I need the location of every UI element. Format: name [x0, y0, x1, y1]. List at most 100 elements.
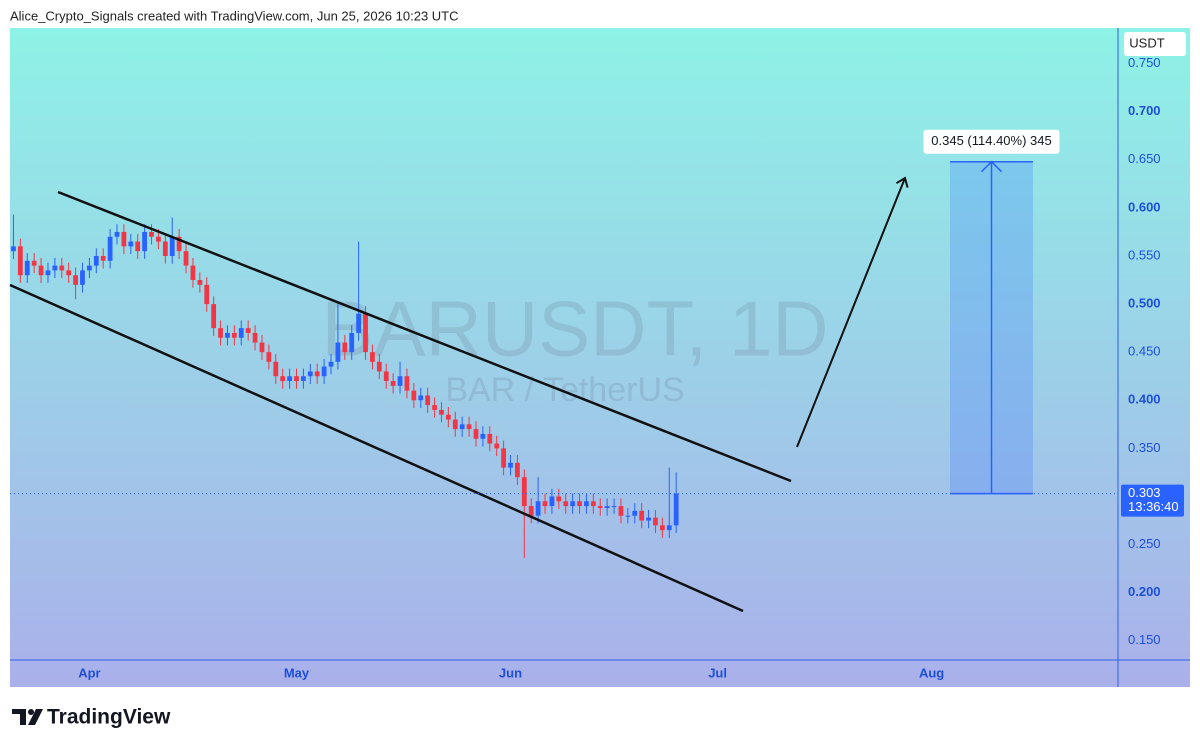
- candle-body: [114, 231, 120, 237]
- candle-body: [294, 376, 299, 382]
- candle-body: [80, 270, 85, 285]
- projection-arrow: [796, 176, 909, 448]
- y-tick-label: 0.400: [1128, 392, 1161, 407]
- candle-body: [570, 501, 576, 507]
- candle-body: [183, 251, 189, 266]
- candle-body: [439, 409, 444, 415]
- last-price-box: [1121, 484, 1184, 517]
- candle-body: [584, 501, 589, 507]
- candle-body: [252, 332, 258, 343]
- channel-lower-line: [9, 283, 744, 613]
- candle-body: [390, 381, 396, 386]
- y-tick-label: 0.550: [1128, 247, 1161, 262]
- y-tick-label: 0.350: [1128, 440, 1161, 455]
- candle-body: [287, 376, 292, 382]
- candle-body: [100, 255, 106, 261]
- candle-body: [190, 265, 196, 281]
- candle-body: [314, 371, 320, 377]
- attribution: Alice_Crypto_Signals created with Tradin…: [10, 8, 459, 23]
- candle-body: [363, 313, 368, 353]
- candle-body: [508, 462, 513, 468]
- plot: [11, 214, 679, 559]
- x-tick-label: Jul: [708, 665, 727, 680]
- candle-body: [107, 236, 113, 261]
- candle-body: [632, 510, 638, 516]
- candle-body: [121, 231, 127, 247]
- currency-label: USDT: [1129, 35, 1164, 50]
- candle-body: [259, 342, 265, 353]
- candle-body: [38, 265, 44, 276]
- candle-body: [625, 515, 631, 517]
- candle-body: [24, 260, 30, 276]
- candle-body: [280, 376, 286, 382]
- candle-body: [176, 236, 182, 252]
- candle-body: [328, 361, 334, 367]
- candle-body: [321, 366, 327, 377]
- candle-body: [11, 246, 16, 252]
- y-tick-label: 0.750: [1128, 55, 1161, 70]
- candle-body: [93, 255, 99, 266]
- candle-body: [245, 328, 251, 333]
- candle-body: [404, 376, 410, 391]
- x-tick-label: Jun: [499, 665, 522, 680]
- candle-body: [307, 371, 313, 377]
- countdown-label: 13:36:40: [1128, 499, 1179, 514]
- candle-body: [411, 390, 417, 401]
- measure-arrow-head: [980, 160, 1003, 173]
- candle-body: [135, 241, 141, 252]
- candle-body: [66, 270, 72, 276]
- candle-body: [515, 462, 520, 478]
- candle-body: [142, 231, 148, 252]
- candle-body: [231, 332, 237, 338]
- candle-body: [17, 246, 23, 276]
- y-tick-label: 0.650: [1128, 151, 1161, 166]
- candle-body: [300, 376, 306, 382]
- candle-body: [31, 260, 37, 266]
- candle-body: [563, 501, 569, 507]
- candle-body: [156, 236, 161, 242]
- y-tick-label: 0.700: [1128, 103, 1161, 118]
- candle-body: [397, 376, 403, 386]
- channel-upper-line: [57, 190, 792, 483]
- candle-body: [666, 525, 672, 531]
- candle-body: [162, 241, 168, 256]
- candle-body: [590, 501, 596, 507]
- watermark: BARUSDT, 1D: [321, 285, 828, 373]
- footer: [0, 688, 1200, 747]
- candle-body: [370, 352, 375, 362]
- candle-body: [452, 419, 458, 430]
- candle-body: [59, 265, 65, 271]
- candle-body: [466, 424, 472, 430]
- candle-body: [653, 517, 658, 526]
- candle-body: [556, 496, 562, 502]
- candle-body: [197, 280, 203, 285]
- y-tick-label: 0.450: [1128, 344, 1161, 359]
- candle-body: [604, 506, 610, 509]
- brand-name: TradingView: [47, 706, 171, 729]
- candle-body: [45, 270, 51, 276]
- candle-body: [542, 501, 548, 507]
- last-price-label: 0.303: [1128, 485, 1161, 500]
- watermark-subtitle: BAR / TetherUS: [445, 371, 684, 409]
- candle-body: [86, 265, 92, 271]
- y-tick-label: 0.250: [1128, 536, 1161, 551]
- measure-label: 0.345 (114.40%) 345: [931, 133, 1051, 148]
- candle-body: [501, 448, 506, 468]
- candle-body: [459, 424, 465, 430]
- x-tick-label: Apr: [78, 665, 100, 680]
- candle-body: [238, 328, 244, 338]
- candle-body: [266, 352, 272, 362]
- measure-label-box: [923, 129, 1060, 154]
- x-tick-label: Aug: [919, 665, 944, 680]
- candle-body: [577, 501, 582, 507]
- candle-body: [445, 414, 451, 420]
- candle-body: [418, 395, 424, 401]
- candle-body: [149, 231, 154, 237]
- candle-body: [52, 265, 58, 271]
- candle-body: [611, 506, 617, 508]
- candle-body: [218, 328, 223, 338]
- candle-body: [646, 517, 651, 521]
- candle-body: [673, 493, 679, 526]
- candle-body: [639, 510, 645, 521]
